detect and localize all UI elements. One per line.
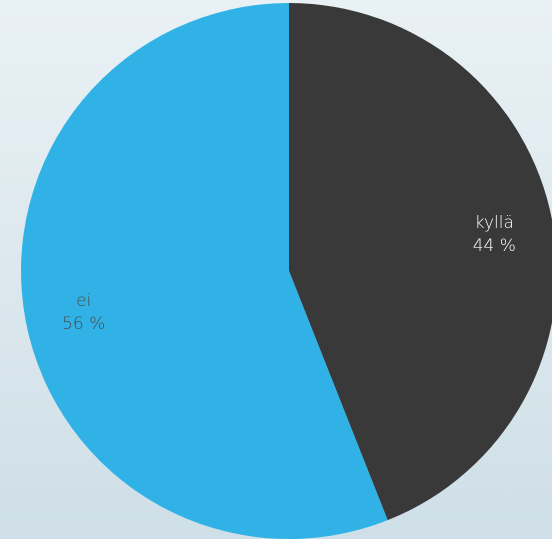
slice-category-label: ei (76, 291, 91, 311)
slice-value-label: 56 % (62, 314, 105, 334)
pie-slice-kyllä (289, 3, 552, 521)
slice-category-label: kyllä (475, 213, 514, 233)
slice-value-label: 44 % (473, 236, 516, 256)
pie-slice-ei (21, 3, 388, 539)
